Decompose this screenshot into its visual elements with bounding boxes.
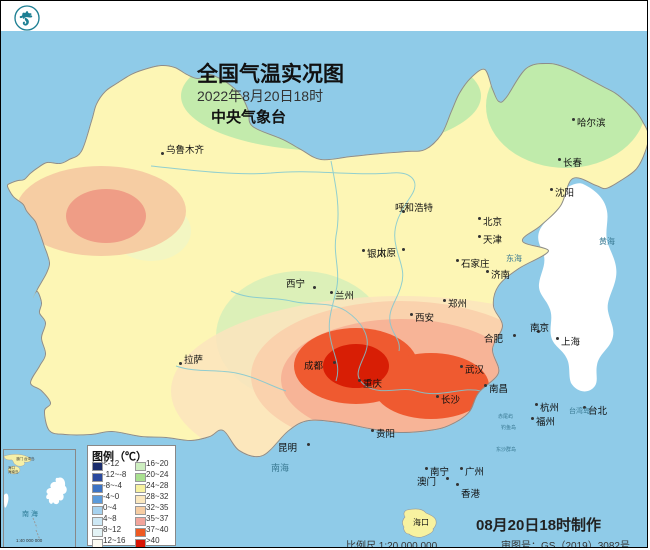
- svg-text:澳门 台湾岛: 澳门 台湾岛: [16, 456, 35, 461]
- svg-text:1:40 000 000: 1:40 000 000: [16, 538, 43, 543]
- svg-text:海南岛: 海南岛: [8, 469, 19, 474]
- svg-text:南 海: 南 海: [22, 509, 38, 518]
